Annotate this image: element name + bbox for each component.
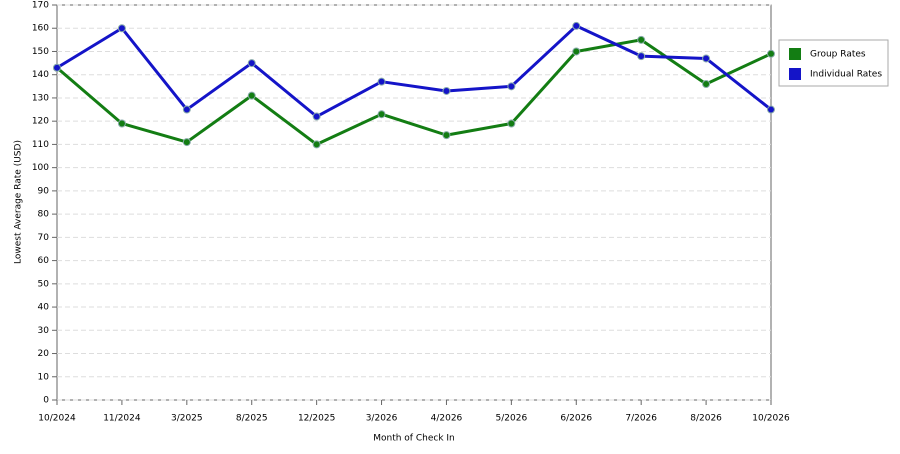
x-tick-label: 11/2024	[103, 414, 141, 424]
y-tick-label: 0	[43, 396, 49, 406]
x-axis-title: Month of Check In	[373, 434, 455, 444]
grid	[57, 4, 771, 401]
marks	[53, 21, 775, 149]
legend-label: Individual Rates	[810, 70, 882, 80]
legend-swatch	[789, 68, 801, 80]
y-tick-label: 110	[32, 140, 49, 150]
y-tick-label: 90	[38, 186, 50, 196]
y-tick-label: 80	[38, 210, 50, 220]
data-point	[53, 63, 61, 72]
y-axis-title: Lowest Average Rate (USD)	[14, 140, 24, 264]
data-point	[182, 138, 191, 147]
x-tick-label: 8/2026	[690, 414, 722, 424]
y-tick-label: 70	[38, 233, 50, 243]
legend-label: Group Rates	[810, 50, 866, 60]
x-tick-label: 3/2026	[366, 414, 398, 424]
x-tick-label: 7/2026	[625, 414, 657, 424]
y-tick-label: 120	[32, 117, 49, 127]
data-point	[377, 110, 386, 119]
y-tick-label: 160	[32, 24, 49, 34]
y-tick-label: 10	[38, 372, 50, 382]
y-tick-label: 30	[38, 326, 50, 336]
data-point	[767, 105, 775, 114]
data-point	[767, 49, 775, 58]
data-point	[117, 24, 126, 33]
plot-area	[56, 4, 772, 401]
x-tick-label: 5/2026	[496, 414, 528, 424]
x-tick-label: 12/2025	[298, 414, 335, 424]
y-tick-label: 60	[38, 256, 50, 266]
series-line	[56, 38, 772, 146]
y-tick-label: 100	[32, 163, 49, 173]
data-point	[507, 119, 516, 128]
data-point	[572, 47, 581, 56]
data-point	[572, 21, 581, 30]
data-point	[637, 35, 646, 44]
y-tick-label: 20	[38, 349, 50, 359]
y-tick-label: 50	[38, 279, 50, 289]
x-tick-label: 10/2024	[38, 414, 76, 424]
data-point	[507, 82, 516, 91]
y-tick-label: 130	[32, 93, 49, 103]
data-point	[702, 54, 711, 63]
data-point	[442, 86, 451, 95]
data-point	[312, 140, 321, 149]
y-tick-label: 170	[32, 1, 49, 11]
y-tick-label: 40	[38, 303, 50, 313]
legend-swatch	[789, 48, 801, 60]
data-point	[377, 77, 386, 86]
x-tick-label: 3/2025	[171, 414, 203, 424]
data-point	[247, 91, 256, 100]
data-point	[182, 105, 191, 114]
x-tick-label: 10/2026	[752, 414, 790, 424]
data-point	[247, 59, 256, 68]
y-tick-label: 150	[32, 47, 49, 57]
data-point	[702, 80, 711, 88]
x-tick-label: 8/2025	[236, 414, 268, 424]
series-line	[56, 24, 772, 119]
data-point	[117, 119, 126, 128]
data-point	[312, 112, 321, 121]
data-point	[637, 52, 646, 61]
y-tick-label: 140	[32, 70, 49, 80]
x-tick-label: 4/2026	[431, 414, 463, 424]
x-tick-label: 6/2026	[560, 414, 592, 424]
data-point	[442, 131, 451, 140]
